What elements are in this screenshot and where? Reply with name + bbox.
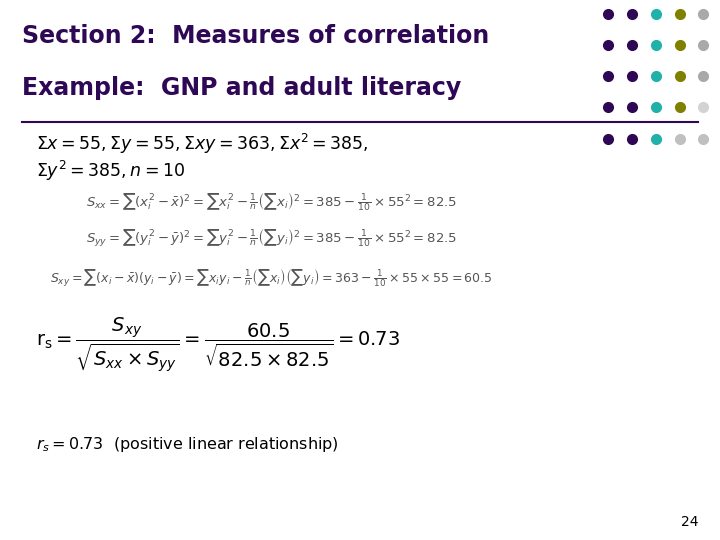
Text: $r_s = 0.73$  (positive linear relationship): $r_s = 0.73$ (positive linear relationsh… [36, 435, 339, 454]
Text: $S_{xx} = \sum(x_i^2 - \bar{x})^2 = \sum x_i^2 - \frac{1}{n}\left(\sum x_i\right: $S_{xx} = \sum(x_i^2 - \bar{x})^2 = \sum… [86, 192, 457, 213]
Text: 24: 24 [681, 515, 698, 529]
Text: $\Sigma y^2 = 385, \mathit{n} = 10$: $\Sigma y^2 = 385, \mathit{n} = 10$ [36, 159, 185, 184]
Text: $\Sigma x = 55, \Sigma y = 55, \Sigma xy = 363, \Sigma x^2 = 385,$: $\Sigma x = 55, \Sigma y = 55, \Sigma xy… [36, 132, 369, 157]
Text: $\mathrm{r_s} = \dfrac{S_{xy}}{\sqrt{S_{xx} \times S_{yy}}} = \dfrac{60.5}{\sqrt: $\mathrm{r_s} = \dfrac{S_{xy}}{\sqrt{S_{… [36, 316, 400, 375]
Text: Section 2:  Measures of correlation: Section 2: Measures of correlation [22, 24, 489, 48]
Text: Example:  GNP and adult literacy: Example: GNP and adult literacy [22, 76, 461, 99]
Text: $S_{xy} = \sum(x_i - \bar{x})(y_i - \bar{y}) = \sum x_i y_i - \frac{1}{n}\left(\: $S_{xy} = \sum(x_i - \bar{x})(y_i - \bar… [50, 267, 493, 289]
Text: $S_{yy} = \sum(y_i^2 - \bar{y})^2 = \sum y_i^2 - \frac{1}{n}\left(\sum y_i\right: $S_{yy} = \sum(y_i^2 - \bar{y})^2 = \sum… [86, 227, 457, 248]
